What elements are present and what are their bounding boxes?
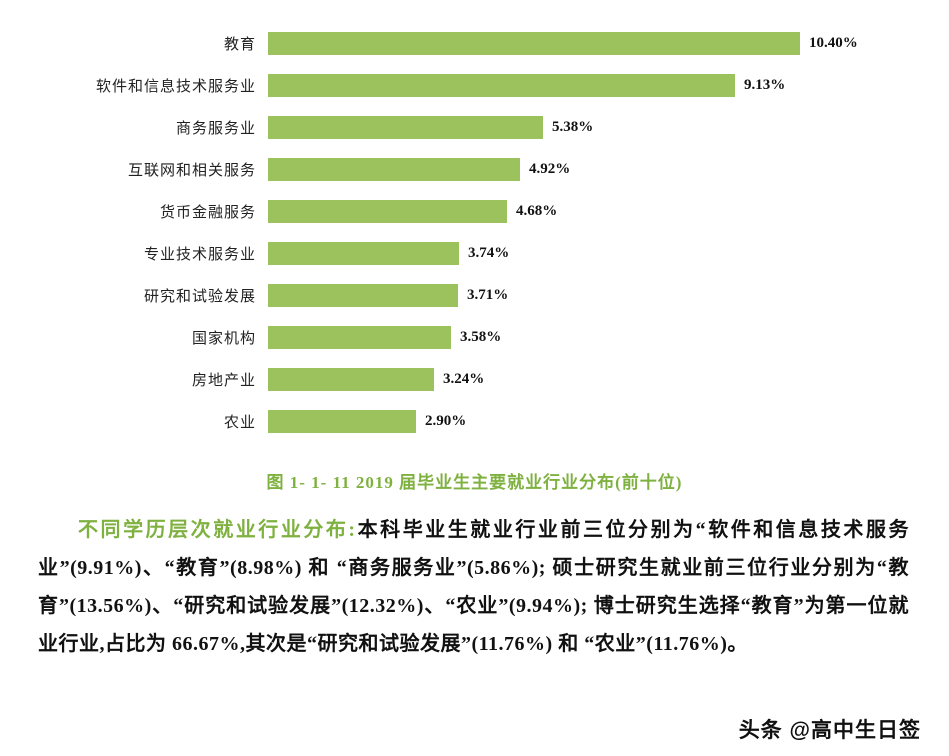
bar-row: 教育 10.40% bbox=[0, 22, 949, 64]
paragraph-body-text: 本科毕业生就业行业前三位分别为“软件和信息技术服务业”(9.91%)、“教育”(… bbox=[38, 519, 909, 655]
bar bbox=[268, 367, 434, 391]
value-label: 4.68% bbox=[516, 202, 558, 219]
category-label: 教育 bbox=[223, 36, 256, 53]
bar-row: 软件和信息技术服务业 9.13% bbox=[0, 64, 949, 106]
value-label: 10.40% bbox=[809, 34, 858, 51]
bar-row: 互联网和相关服务 4.92% bbox=[0, 148, 949, 190]
value-label: 5.38% bbox=[552, 118, 594, 135]
category-label: 互联网和相关服务 bbox=[127, 162, 256, 179]
category-label: 房地产业 bbox=[191, 372, 256, 389]
value-label: 9.13% bbox=[744, 76, 786, 93]
bar-row: 专业技术服务业 3.74% bbox=[0, 232, 949, 274]
bar-row: 房地产业 3.24% bbox=[0, 358, 949, 400]
value-label: 3.74% bbox=[468, 244, 510, 261]
body-paragraph: 不同学历层次就业行业分布:本科毕业生就业行业前三位分别为“软件和信息技术服务业”… bbox=[38, 511, 909, 663]
bar bbox=[268, 283, 458, 307]
bar-row: 国家机构 3.58% bbox=[0, 316, 949, 358]
category-label: 专业技术服务业 bbox=[143, 246, 256, 263]
bar bbox=[268, 409, 416, 433]
paragraph-lead: 不同学历层次就业行业分布: bbox=[78, 519, 356, 541]
bar-chart: 教育 10.40% 软件和信息技术服务业 9.13% 商务服务业 5.38% 互联网和相关服… bbox=[0, 22, 949, 442]
watermark: 头条 @高中生日签 bbox=[738, 719, 921, 742]
chart-caption: 图 1- 1- 11 2019 届毕业生主要就业行业分布(前十位) bbox=[266, 473, 683, 492]
bar bbox=[268, 199, 507, 223]
bar-row: 货币金融服务 4.68% bbox=[0, 190, 949, 232]
category-label: 农业 bbox=[223, 414, 256, 431]
category-label: 商务服务业 bbox=[175, 120, 256, 137]
bar bbox=[268, 157, 520, 181]
bar bbox=[268, 325, 451, 349]
bar bbox=[268, 31, 800, 55]
value-label: 2.90% bbox=[425, 412, 467, 429]
category-label: 研究和试验发展 bbox=[143, 288, 256, 305]
value-label: 4.92% bbox=[529, 160, 571, 177]
bar bbox=[268, 115, 543, 139]
value-label: 3.24% bbox=[443, 370, 485, 387]
bar-row: 研究和试验发展 3.71% bbox=[0, 274, 949, 316]
bar bbox=[268, 73, 735, 97]
bar-row: 农业 2.90% bbox=[0, 400, 949, 442]
category-label: 国家机构 bbox=[191, 330, 256, 347]
bar bbox=[268, 241, 459, 265]
category-label: 软件和信息技术服务业 bbox=[95, 78, 256, 95]
value-label: 3.71% bbox=[467, 286, 509, 303]
bar-row: 商务服务业 5.38% bbox=[0, 106, 949, 148]
value-label: 3.58% bbox=[460, 328, 502, 345]
category-label: 货币金融服务 bbox=[159, 204, 256, 221]
